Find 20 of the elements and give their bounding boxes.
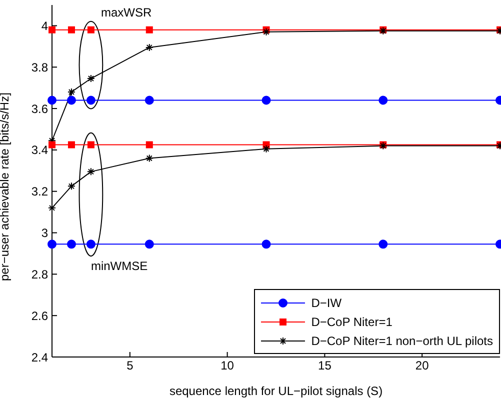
x-tick-label: 5	[126, 358, 134, 373]
x-tick-label: 20	[415, 358, 430, 373]
annotation: minWMSE	[90, 259, 148, 274]
y-tick-label: 4	[41, 18, 48, 33]
y-tick-label: 3	[41, 226, 48, 240]
x-axis-title: sequence length for UL−pilot signals (S)	[169, 384, 383, 398]
legend-label: D−CoP Niter=1 non−orth UL pilots	[311, 334, 493, 348]
y-tick-label: 2.4	[31, 350, 48, 364]
y-tick-label: 3.8	[31, 60, 48, 74]
y-axis-title: per−user achievable rate [bits/s/Hz]	[0, 92, 12, 281]
y-tick-label: 3.2	[31, 184, 48, 199]
y-tick-label: 3.6	[31, 102, 48, 116]
legend-label: D−CoP Niter=1	[311, 314, 392, 328]
x-tick-label: 10	[220, 358, 234, 373]
annotation: maxWSR	[100, 5, 152, 20]
x-tick-label: 15	[318, 358, 332, 373]
y-tick-label: 2.8	[31, 267, 48, 282]
y-tick-label: 3.4	[31, 143, 48, 158]
y-tick-label: 2.6	[31, 308, 48, 323]
legend-label: D−IW	[311, 296, 342, 310]
